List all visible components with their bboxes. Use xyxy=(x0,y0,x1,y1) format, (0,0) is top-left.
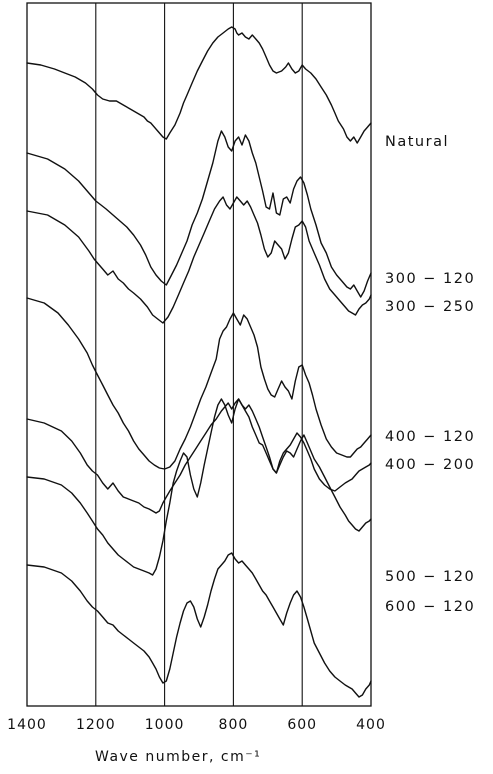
trace-600-120 xyxy=(26,552,372,698)
x-tick-400: 400 xyxy=(356,717,386,733)
trace-300-120 xyxy=(26,130,372,298)
series-label-400-200: 400 − 200 xyxy=(385,457,475,473)
trace-400-200 xyxy=(26,398,372,514)
series-labels: Natural 300 − 120 300 − 250 400 − 120 400 − … xyxy=(385,134,475,615)
x-axis-tick-labels: 1400 1200 1000 800 600 400 xyxy=(7,717,386,733)
x-tick-600: 600 xyxy=(287,717,317,733)
series-label-400-120: 400 − 120 xyxy=(385,429,475,445)
vertical-gridlines xyxy=(95,3,303,706)
x-tick-800: 800 xyxy=(219,717,249,733)
series-label-300-250: 300 − 250 xyxy=(385,299,475,315)
trace-300-250 xyxy=(26,196,372,324)
spectra-traces xyxy=(26,26,372,698)
trace-400-120 xyxy=(26,297,372,470)
series-label-natural: Natural xyxy=(385,134,449,150)
plot-frame xyxy=(26,2,372,707)
x-tick-1400: 1400 xyxy=(7,717,47,733)
series-label-500-120: 500 − 120 xyxy=(385,569,475,585)
x-tick-1000: 1000 xyxy=(145,717,185,733)
trace-natural xyxy=(26,26,372,144)
x-axis-title: Wave number, cm⁻¹ xyxy=(95,749,261,765)
trace-500-120 xyxy=(26,398,372,576)
x-tick-1200: 1200 xyxy=(76,717,116,733)
series-label-600-120: 600 − 120 xyxy=(385,599,475,615)
series-label-300-120: 300 − 120 xyxy=(385,271,475,287)
